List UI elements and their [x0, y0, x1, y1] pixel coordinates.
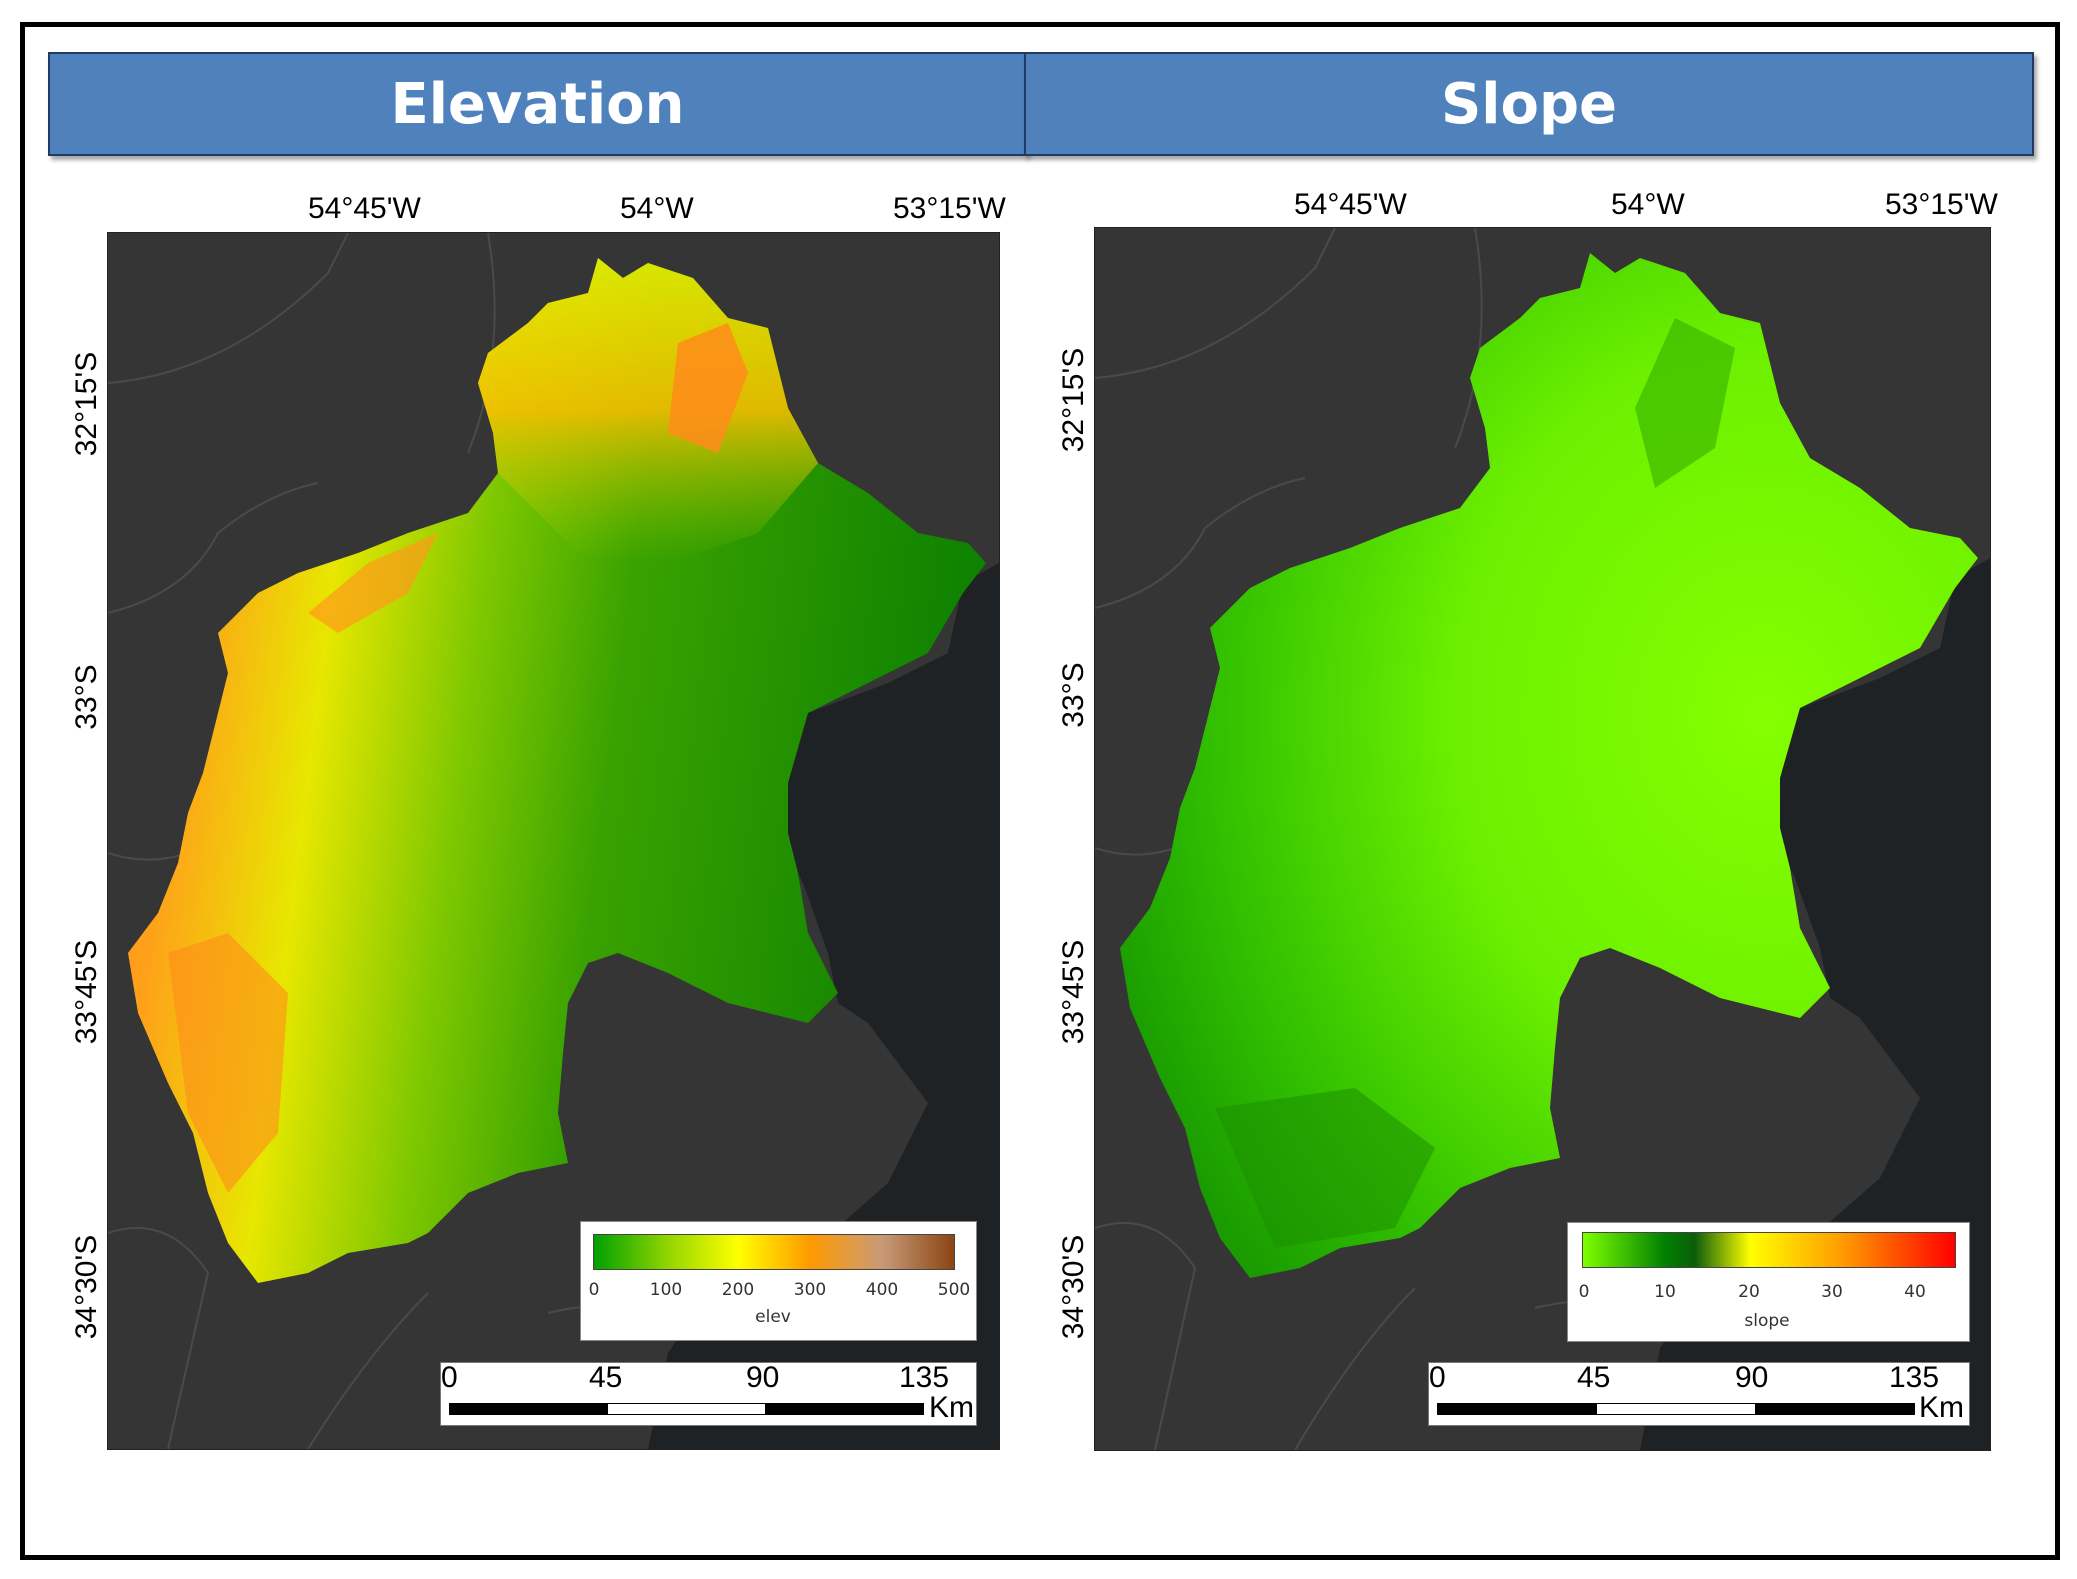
scale-unit: Km — [929, 1391, 974, 1424]
right-lon-label: 54°45'W — [1294, 188, 1407, 221]
right-lat-label: 34°30'S — [1057, 1234, 1090, 1340]
left-lat-label: 32°15'S — [70, 351, 103, 457]
scale-segment — [1596, 1403, 1756, 1415]
slope-legend: 0 10 20 30 40 slope — [1567, 1222, 1970, 1342]
scale-segment — [1437, 1403, 1597, 1415]
right-scale-bar: 0 45 90 135 Km — [1428, 1361, 1970, 1426]
scale-tick: 90 — [746, 1361, 780, 1394]
legend-tick: 40 — [1904, 1282, 1926, 1302]
scale-tick: 0 — [1429, 1361, 1446, 1394]
legend-tick: 400 — [865, 1280, 899, 1300]
right-lon-label: 54°W — [1611, 188, 1685, 221]
legend-tick: 30 — [1821, 1282, 1843, 1302]
legend-tick: 300 — [793, 1280, 827, 1300]
left-scale-bar: 0 45 90 135 Km — [440, 1361, 977, 1426]
elevation-title: Elevation — [390, 71, 685, 137]
scale-tick: 135 — [1889, 1361, 1940, 1394]
scale-tick: 45 — [1577, 1361, 1611, 1394]
slope-title: Slope — [1440, 71, 1618, 137]
elevation-legend: 0 100 200 300 400 500 elev — [580, 1221, 977, 1341]
elevation-colorbar — [593, 1234, 955, 1270]
legend-tick: 100 — [649, 1280, 683, 1300]
scale-tick: 45 — [589, 1361, 623, 1394]
legend-tick: 0 — [1578, 1282, 1590, 1302]
right-lat-label: 33°45'S — [1057, 939, 1090, 1045]
left-lon-label: 53°15'W — [893, 192, 1006, 225]
right-lat-label: 33°S — [1057, 662, 1090, 728]
legend-tick: 500 — [937, 1280, 971, 1300]
slope-header: Slope — [1024, 52, 2034, 156]
elevation-header: Elevation — [48, 52, 1027, 156]
slope-map — [1094, 227, 1991, 1451]
left-lat-label: 33°S — [70, 664, 103, 730]
legend-tick: 200 — [721, 1280, 755, 1300]
scale-segment — [449, 1403, 608, 1415]
legend-tick: 20 — [1738, 1282, 1760, 1302]
elevation-map — [107, 232, 1000, 1450]
left-lon-label: 54°W — [620, 192, 694, 225]
left-lat-label: 34°30'S — [70, 1234, 103, 1340]
scale-tick: 90 — [1735, 1361, 1769, 1394]
left-lon-label: 54°45'W — [308, 192, 421, 225]
legend-title: slope — [1744, 1311, 1790, 1331]
right-lat-label: 32°15'S — [1057, 347, 1090, 453]
scale-segment — [765, 1403, 924, 1415]
left-lat-label: 33°45'S — [70, 939, 103, 1045]
legend-tick: 10 — [1654, 1282, 1676, 1302]
legend-title: elev — [755, 1307, 791, 1327]
right-lon-label: 53°15'W — [1885, 188, 1998, 221]
scale-tick: 0 — [441, 1361, 458, 1394]
scale-segment — [1755, 1403, 1915, 1415]
scale-segment — [607, 1403, 766, 1415]
scale-unit: Km — [1919, 1391, 1964, 1424]
legend-tick: 0 — [588, 1280, 600, 1300]
scale-tick: 135 — [899, 1361, 950, 1394]
slope-colorbar — [1582, 1232, 1956, 1268]
